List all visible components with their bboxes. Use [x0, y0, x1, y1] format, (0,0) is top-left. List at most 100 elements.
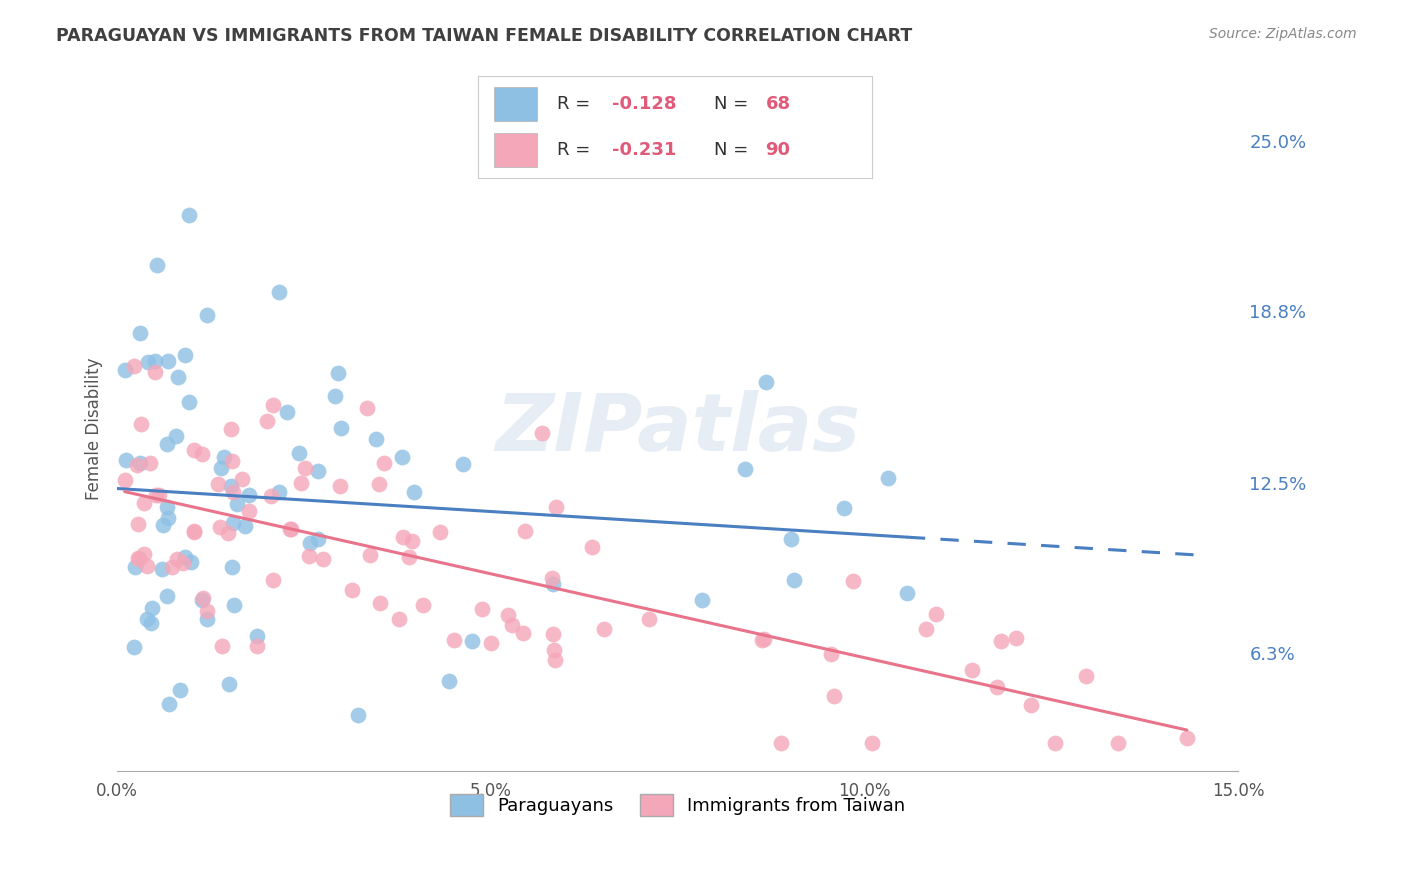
- Point: [167, 370, 190, 384]
- Point: [1074, 669, 1097, 683]
- Text: 90: 90: [765, 141, 790, 159]
- Point: [145, 488, 167, 502]
- Point: [986, 680, 1008, 694]
- Point: [169, 683, 191, 698]
- Point: [129, 326, 152, 340]
- Point: [269, 285, 291, 299]
- Point: [221, 453, 243, 467]
- Point: [330, 421, 353, 435]
- Legend: Paraguayans, Immigrants from Taiwan: Paraguayans, Immigrants from Taiwan: [443, 787, 912, 823]
- Point: [401, 533, 423, 548]
- Point: [530, 426, 553, 441]
- Point: [412, 598, 434, 612]
- Point: [398, 549, 420, 564]
- Point: [593, 622, 616, 636]
- Point: [1005, 632, 1028, 646]
- Point: [143, 365, 166, 379]
- Point: [155, 500, 177, 515]
- Point: [260, 489, 283, 503]
- Point: [832, 501, 855, 516]
- Point: [368, 596, 391, 610]
- Point: [207, 476, 229, 491]
- Point: [544, 653, 567, 667]
- Point: [515, 524, 537, 539]
- Point: [391, 450, 413, 464]
- Point: [276, 405, 298, 419]
- Point: [460, 634, 482, 648]
- Point: [127, 516, 149, 531]
- Point: [183, 442, 205, 457]
- Point: [191, 591, 214, 605]
- Point: [114, 473, 136, 487]
- Point: [146, 258, 169, 272]
- Point: [780, 533, 803, 547]
- Point: [323, 389, 346, 403]
- Point: [326, 366, 349, 380]
- Point: [820, 647, 842, 661]
- Point: [177, 394, 200, 409]
- Point: [165, 428, 187, 442]
- Point: [180, 555, 202, 569]
- Point: [115, 453, 138, 467]
- Point: [156, 589, 179, 603]
- Point: [1175, 731, 1198, 745]
- Point: [179, 209, 201, 223]
- Point: [208, 520, 231, 534]
- Point: [267, 485, 290, 500]
- Point: [125, 458, 148, 472]
- Point: [896, 586, 918, 600]
- Point: [219, 422, 242, 436]
- Point: [128, 551, 150, 566]
- Point: [1107, 736, 1129, 750]
- Point: [174, 549, 197, 564]
- Point: [197, 308, 219, 322]
- Point: [221, 485, 243, 500]
- Point: [347, 707, 370, 722]
- Point: [132, 496, 155, 510]
- Point: [960, 663, 983, 677]
- Point: [755, 375, 778, 389]
- Point: [329, 479, 352, 493]
- Point: [278, 523, 301, 537]
- Point: [129, 456, 152, 470]
- Point: [540, 571, 562, 585]
- Point: [195, 604, 218, 618]
- Point: [860, 736, 883, 750]
- Point: [312, 551, 335, 566]
- Point: [157, 698, 180, 712]
- Point: [990, 634, 1012, 648]
- Point: [124, 640, 146, 654]
- Point: [143, 354, 166, 368]
- Point: [437, 674, 460, 689]
- Point: [280, 522, 302, 536]
- Point: [734, 462, 756, 476]
- Point: [364, 433, 387, 447]
- Point: [132, 548, 155, 562]
- Point: [226, 497, 249, 511]
- Point: [842, 574, 865, 589]
- Point: [925, 607, 948, 621]
- Point: [212, 450, 235, 464]
- Point: [218, 677, 240, 691]
- Point: [174, 348, 197, 362]
- Point: [156, 437, 179, 451]
- Point: [471, 601, 494, 615]
- Point: [783, 574, 806, 588]
- Text: R =: R =: [557, 95, 596, 113]
- Point: [191, 447, 214, 461]
- Point: [238, 488, 260, 502]
- Point: [209, 461, 232, 475]
- Point: [391, 530, 413, 544]
- Text: PARAGUAYAN VS IMMIGRANTS FROM TAIWAN FEMALE DISABILITY CORRELATION CHART: PARAGUAYAN VS IMMIGRANTS FROM TAIWAN FEM…: [56, 27, 912, 45]
- Point: [356, 401, 378, 415]
- Point: [262, 573, 284, 587]
- Point: [290, 475, 312, 490]
- Point: [150, 562, 173, 576]
- Text: -0.231: -0.231: [612, 141, 676, 159]
- Point: [754, 632, 776, 646]
- Point: [222, 516, 245, 531]
- Point: [122, 359, 145, 373]
- Point: [769, 736, 792, 750]
- Point: [915, 622, 938, 636]
- Point: [373, 456, 395, 470]
